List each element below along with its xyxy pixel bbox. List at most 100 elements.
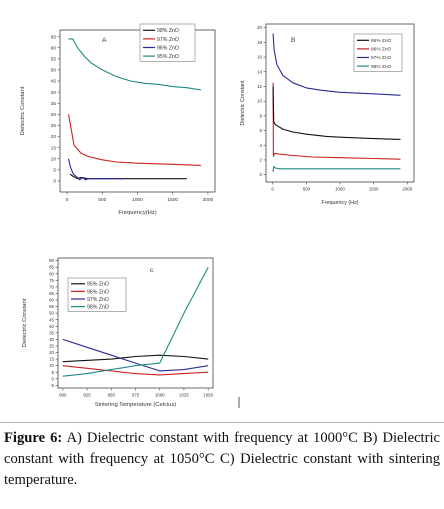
panel-label: B — [291, 37, 295, 44]
legend-entry: 97% ZnO — [87, 297, 109, 303]
y-tick-label: 65 — [51, 34, 57, 40]
x-axis-label: Frequency(Hz) — [118, 210, 156, 216]
legend-entry: 97% ZnO — [371, 55, 392, 61]
y-tick-label: 40 — [49, 324, 54, 329]
y-tick-label: 5 — [53, 167, 56, 173]
y-tick-label: 15 — [51, 145, 57, 151]
x-tick-label: 0 — [272, 186, 275, 191]
y-axis-label: Dielectric Constant — [240, 80, 246, 126]
y-tick-label: 45 — [49, 317, 54, 322]
x-axis-label: Frequency (Hz) — [321, 200, 358, 206]
y-tick-label: 5 — [52, 370, 55, 375]
x-tick-label: 925 — [83, 392, 91, 397]
y-tick-label: 85 — [49, 265, 54, 270]
y-tick-label: 60 — [51, 45, 57, 51]
series-line — [62, 365, 209, 376]
y-axis-label: Dielectric Constant — [22, 298, 28, 347]
x-tick-label: 2000 — [203, 197, 214, 203]
y-tick-label: 80 — [49, 271, 54, 276]
y-tick-label: 10 — [49, 363, 54, 368]
y-tick-label: 30 — [49, 337, 54, 342]
x-tick-label: 900 — [59, 392, 67, 397]
y-tick-label: 50 — [51, 68, 57, 74]
figure-caption: Figure 6: A) Dielectric constant with fr… — [4, 428, 440, 491]
y-tick-label: 16 — [257, 55, 262, 60]
y-tick-label: 0 — [52, 376, 55, 381]
y-tick-label: 14 — [257, 69, 262, 74]
x-tick-label: 1000 — [132, 197, 143, 203]
legend-entry: 98% ZnO — [371, 64, 392, 70]
series-line — [272, 86, 401, 140]
y-tick-label: 65 — [49, 291, 54, 296]
series-line — [62, 354, 209, 363]
legend-entry: 95% ZnO — [371, 38, 392, 44]
y-tick-label: 15 — [49, 357, 54, 362]
x-tick-label: 1025 — [179, 392, 189, 397]
legend-entry: 96% ZnO — [157, 45, 179, 51]
legend-entry: 98% ZnO — [157, 28, 179, 34]
legend-entry: 96% ZnO — [87, 289, 109, 295]
legend-entry: 95% ZnO — [87, 282, 109, 288]
x-tick-label: 1500 — [167, 197, 178, 203]
series-line — [62, 338, 209, 372]
y-tick-label: 4 — [260, 143, 263, 148]
y-tick-label: 30 — [51, 112, 57, 118]
y-tick-label: 0 — [260, 172, 263, 177]
y-tick-label: 35 — [51, 101, 57, 107]
y-axis-label: Dielectric Constant — [20, 86, 26, 135]
series-line — [67, 158, 124, 181]
series-line — [272, 166, 401, 172]
legend-box — [139, 23, 196, 62]
panel-label: c — [150, 267, 154, 274]
legend-entry: 97% ZnO — [157, 37, 179, 43]
series-line — [272, 82, 401, 160]
legend-entry: 98% ZnO — [87, 304, 109, 310]
y-tick-label: 75 — [49, 278, 54, 283]
y-tick-label: 10 — [257, 99, 262, 104]
y-tick-label: 2 — [260, 157, 263, 162]
x-axis-label: Sintering Temperature (Celcius) — [95, 402, 176, 408]
x-tick-label: 1000 — [335, 186, 345, 191]
y-tick-label: 20 — [49, 350, 54, 355]
y-tick-label: 55 — [49, 304, 54, 309]
y-tick-label: 8 — [260, 113, 263, 118]
series-line — [62, 266, 209, 377]
x-tick-label: 500 — [98, 197, 106, 203]
legend-entry: 95% ZnO — [157, 54, 179, 60]
y-tick-label: 0 — [53, 179, 56, 185]
y-tick-label: 35 — [49, 330, 54, 335]
x-tick-label: 1500 — [369, 186, 379, 191]
x-tick-label: 0 — [66, 197, 69, 203]
x-tick-label: 1050 — [203, 392, 213, 397]
x-tick-label: 975 — [132, 392, 140, 397]
y-tick-label: 20 — [257, 25, 262, 30]
panel-label: A — [102, 37, 107, 44]
series-line — [68, 38, 201, 91]
caption-text: A) Dielectric constant with frequency at… — [4, 430, 440, 488]
y-tick-label: -5 — [50, 383, 54, 388]
y-tick-label: 70 — [49, 284, 54, 289]
x-tick-label: 1000 — [155, 392, 165, 397]
caption-label: Figure 6: — [4, 430, 63, 446]
x-tick-label: 2000 — [402, 186, 412, 191]
y-tick-label: 40 — [51, 90, 57, 96]
panel-b-chart: 0 2 4 6 8 10 12 14 16 18 20 0 500 1000 1500 2000 Frequen… — [240, 23, 415, 206]
y-tick-label: 25 — [49, 344, 54, 349]
y-tick-label: 12 — [257, 84, 262, 89]
series-line — [67, 114, 201, 166]
y-tick-label: 60 — [49, 298, 54, 303]
y-tick-label: 45 — [51, 79, 57, 85]
caption-divider — [0, 422, 444, 423]
y-tick-label: 55 — [51, 57, 57, 63]
y-tick-label: 50 — [49, 311, 54, 316]
series-line — [272, 33, 401, 96]
series-line — [69, 173, 187, 180]
y-tick-label: 90 — [49, 258, 54, 263]
x-tick-label: 500 — [303, 186, 311, 191]
y-tick-label: 6 — [260, 128, 263, 133]
legend-entry: 96% ZnO — [371, 47, 392, 53]
y-tick-label: 20 — [51, 134, 57, 140]
y-tick-label: 18 — [257, 40, 262, 45]
